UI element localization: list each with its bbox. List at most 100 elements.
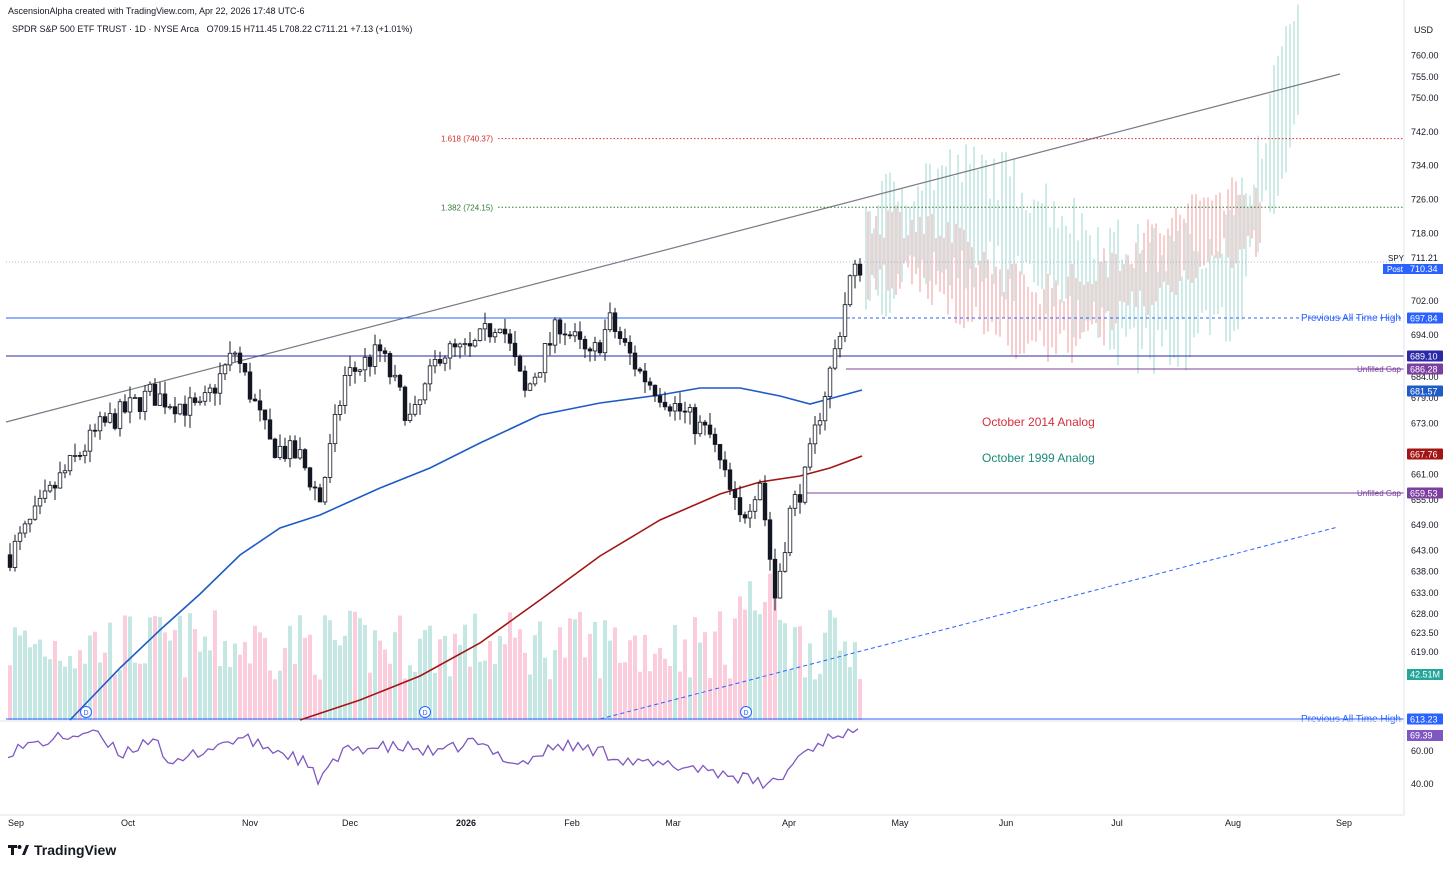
post-price-badge-text: 710.34 [1410,264,1438,274]
candle-body [112,413,118,429]
level-badge-text: 613.23 [1410,715,1438,725]
volume-bar [593,621,597,720]
volume-bar [703,632,707,720]
last-price-value: 711.21 [1411,253,1438,263]
candle-body [337,405,343,415]
candle-body [767,519,773,560]
price-tick-label: 649.00 [1411,520,1439,530]
candle-body [182,403,188,416]
dividend-marker-text: D [422,710,427,717]
candle-body [612,312,618,332]
volume-bar [83,663,87,720]
price-tick-label: 702.00 [1411,296,1439,306]
candle-body [72,455,78,457]
rsi-tick-label: 60.00 [1411,746,1434,756]
candle-body [287,440,293,460]
volume-bar [168,640,172,720]
price-tick-label: 638.00 [1411,567,1439,577]
candle-body [132,397,138,399]
volume-bar [373,630,377,720]
candle-body [512,342,518,358]
candle-body [452,343,458,348]
candle-body [672,403,678,412]
volume-bar [808,643,812,720]
volume-bar [318,679,322,720]
candle-body [747,510,753,519]
volume-bar [458,644,462,720]
volume-bar [708,678,712,720]
volume-bar [198,651,202,720]
dividend-marker-text: D [743,710,748,717]
candle-body [652,384,658,397]
volume-bar [178,615,182,720]
candle-body [717,444,723,461]
volume-bar [173,630,177,720]
candle-body [742,514,748,519]
volume-bar [728,678,732,720]
rsi-tick-label: 40.00 [1411,779,1434,789]
volume-badge [1407,669,1443,680]
volume-bar [678,671,682,720]
volume-bar [53,640,57,720]
lower-trendline [599,526,1339,720]
tradingview-logo[interactable]: TradingView [8,842,116,858]
volume-bar [383,649,387,720]
candle-body [262,409,268,421]
candle-body [382,350,388,354]
volume-bar [603,620,607,720]
candle-body [412,404,418,415]
price-tick-label: 755.00 [1411,72,1439,82]
volume-bar [403,678,407,720]
volume-bar [553,650,557,720]
volume-bar [108,622,112,720]
volume-bar [738,596,742,720]
level-badge-text: 697.84 [1410,314,1438,324]
candle-body [117,401,123,429]
volume-bar [283,648,287,720]
candle-body [647,381,653,386]
upper-trendline [5,73,1341,423]
price-tick-label: 673.00 [1411,419,1439,429]
candle-body [622,338,628,343]
volume-bar [693,617,697,720]
volume-bar [213,610,217,720]
volume-bar [103,652,107,720]
candle-body [702,421,708,426]
volume-bar [303,637,307,720]
volume-bar [638,671,642,720]
candle-body [422,383,428,401]
candle-body [807,443,813,468]
volume-bar [148,617,152,720]
level-label: Unfilled Gap [1357,489,1402,498]
symbol-info[interactable]: SPDR S&P 500 ETF TRUST · 1D · NYSE Arca … [12,24,412,34]
volume-bar [788,670,792,720]
volume-bar [273,679,277,720]
candle-body [777,570,783,599]
candle-body [527,383,533,391]
volume-bar [348,610,352,720]
time-tick-label: Aug [1225,818,1241,828]
volume-bar [388,663,392,720]
candle-body [192,397,198,403]
candle-body [677,403,683,412]
candle-body [297,449,303,459]
volume-bar [293,663,297,720]
rsi-badge [1407,730,1443,741]
candle-body [227,352,233,366]
level-label: Previous All Time High [1301,313,1401,324]
rsi-panel [7,728,859,790]
candle-body [627,341,633,354]
candle-body [352,367,358,372]
volume-bar [858,679,862,720]
level-badge [1407,350,1443,362]
price-tick-label: 643.00 [1411,546,1439,556]
price-tick-label: 750.00 [1411,93,1439,103]
time-axis: Sep Oct Nov Dec 2026 Feb Mar Apr May Jun Jul Aug Sep [8,818,1352,828]
candle-body [342,374,348,406]
candle-body [317,487,323,503]
volume-bar [833,617,837,720]
currency-label[interactable]: USD [1414,25,1434,35]
candle-body [542,343,548,374]
candle-body [482,323,488,330]
